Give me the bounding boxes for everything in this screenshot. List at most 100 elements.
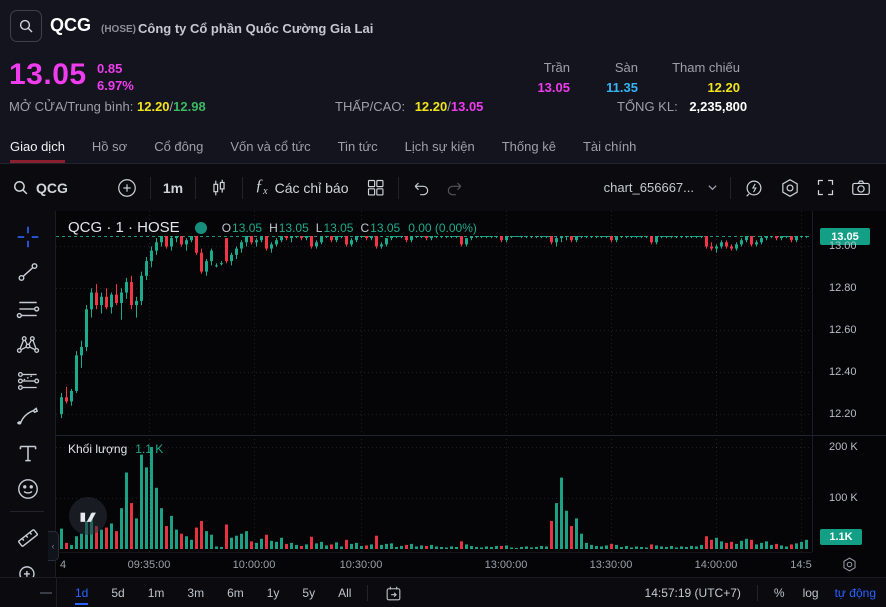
last-volume-badge: 1.1K — [820, 529, 862, 545]
time-axis-label: 14:5 — [790, 559, 812, 571]
fib-retracement-icon — [16, 301, 40, 319]
log-scale-toggle[interactable]: log — [802, 586, 819, 600]
ruler-icon — [18, 529, 38, 547]
last-price-badge: 13.05 — [820, 228, 870, 245]
fib-retracement-tool[interactable] — [14, 295, 42, 323]
open-average-label: MỞ CỬA/Trung bình: — [9, 99, 134, 114]
chart-canvas[interactable]: QCG · 1 · HOSE O13.05 H13.05 L13.05 C13.… — [56, 211, 812, 552]
tab-giao-dich[interactable]: Giao dịch — [10, 130, 65, 163]
brush-tool[interactable] — [14, 402, 42, 430]
layout-name: chart_656667... — [603, 180, 694, 195]
text-tool[interactable] — [14, 439, 42, 467]
stat-ceiling-label: Trần — [543, 60, 570, 75]
total-volume-value: 2,235,800 — [689, 99, 748, 114]
tab-tin-tuc[interactable]: Tin tức — [337, 139, 378, 154]
price-change: 0.85 6.97% — [97, 60, 134, 94]
price-axis-label: 12.40 — [829, 366, 857, 378]
quick-search-button[interactable] — [743, 177, 765, 199]
change-value: 0.85 — [97, 61, 123, 76]
auto-scale-toggle[interactable]: tự động — [834, 586, 876, 600]
toolbar-symbol-search[interactable]: QCG — [12, 179, 68, 196]
legend-title: QCG · 1 · HOSE — [68, 219, 180, 236]
text-icon — [19, 445, 37, 462]
fullscreen-button[interactable] — [815, 177, 836, 198]
calendar-arrow-icon — [387, 586, 401, 600]
undo-button[interactable] — [411, 178, 431, 198]
slash: / — [447, 99, 451, 114]
measure-tool[interactable] — [14, 524, 42, 552]
indicators-button[interactable]: ƒx Các chỉ báo — [255, 177, 348, 197]
camera-icon — [852, 180, 870, 195]
market-status-dot — [194, 221, 207, 234]
toolbar-separator — [730, 176, 731, 199]
range-1y[interactable]: 1y — [266, 586, 280, 600]
session-clock[interactable]: 14:57:19 (UTC+7) — [644, 586, 741, 600]
symbol-search-button[interactable] — [10, 10, 42, 42]
tab-co-dong[interactable]: Cổ đông — [154, 139, 204, 154]
range-5d[interactable]: 5d — [111, 586, 125, 600]
percent-scale-toggle[interactable]: % — [773, 586, 785, 600]
range-5y[interactable]: 5y — [302, 586, 316, 600]
projection-tool[interactable] — [14, 367, 42, 395]
chart-legend: QCG · 1 · HOSE O13.05 H13.05 L13.05 C13.… — [68, 219, 477, 236]
time-axis-label: 13:30:00 — [589, 559, 633, 571]
bottom-bar-separator — [367, 585, 369, 601]
legend-ohlc: O13.05 H13.05 L13.05 C13.05 0.00 (0.00%) — [222, 221, 477, 235]
range-3m[interactable]: 3m — [187, 586, 205, 600]
chart-settings-button[interactable] — [779, 177, 801, 199]
compare-add-button[interactable] — [116, 177, 138, 199]
crosshair-tool[interactable] — [14, 223, 42, 251]
emoji-tool[interactable] — [14, 475, 42, 503]
axis-settings-button[interactable] — [841, 556, 858, 578]
projection-icon — [17, 372, 40, 390]
total-volume-group: TỔNG KL: 2,235,800 — [617, 99, 747, 114]
sidebar-resize-hint[interactable] — [40, 592, 52, 594]
sidebar-collapse-handle[interactable]: ‹ — [48, 531, 59, 561]
total-volume-label: TỔNG KL: — [617, 99, 678, 114]
range-1d[interactable]: 1d — [75, 586, 89, 605]
tab-lich-su-kien[interactable]: Lịch sự kiện — [404, 139, 475, 154]
chart-style-button[interactable] — [208, 177, 230, 199]
tab-von-va-co-tuc[interactable]: Vốn và cổ tức — [230, 139, 311, 154]
drawing-toolbar — [0, 211, 56, 585]
trend-line-tool[interactable] — [14, 258, 42, 286]
toolbar-symbol-label: QCG — [36, 179, 68, 196]
candlestick-icon — [213, 179, 225, 195]
brush-icon — [16, 407, 39, 425]
toolbar-separator — [195, 176, 197, 199]
exchange-label: (HOSE) — [101, 24, 136, 35]
open-average-group: MỞ CỬA/Trung bình: 12.20/12.98 — [9, 99, 206, 114]
grid-layout-icon — [367, 179, 384, 196]
tradingview-logo[interactable] — [69, 497, 107, 535]
pane-divider[interactable] — [56, 435, 886, 436]
interval-button[interactable]: 1m — [162, 179, 184, 196]
ohlc-low: L13.05 — [315, 220, 354, 235]
time-axis[interactable]: 4 09:35:00 10:00:00 10:30:00 13:00:00 13:30:0… — [56, 552, 812, 578]
price-axis-label: 12.80 — [829, 282, 857, 294]
tab-ho-so[interactable]: Hồ sơ — [91, 139, 128, 154]
go-to-date-button[interactable] — [384, 584, 403, 603]
layout-grid-button[interactable] — [365, 177, 386, 198]
quote-header: QCG (HOSE) Công ty Cổ phần Quốc Cường Gi… — [0, 0, 886, 130]
time-axis-label: 14:00:00 — [694, 559, 738, 571]
tab-tai-chinh[interactable]: Tài chính — [582, 139, 637, 154]
snapshot-button[interactable] — [850, 177, 872, 199]
range-all[interactable]: All — [338, 586, 352, 600]
chart-region: ‹ QCG · 1 · HOSE O13.05 H13.05 L13.05 C1… — [0, 211, 886, 585]
tab-thong-ke[interactable]: Thống kê — [501, 139, 556, 154]
toolbar-separator — [242, 176, 244, 199]
xabcd-pattern-tool[interactable] — [14, 330, 42, 358]
stat-floor: Sàn 11.35 — [568, 58, 638, 98]
redo-button[interactable] — [445, 178, 465, 198]
trend-line-icon — [18, 263, 38, 281]
time-axis-label: 10:00:00 — [232, 559, 276, 571]
plus-circle-icon — [118, 178, 136, 197]
layout-name-dropdown[interactable]: chart_656667... — [604, 180, 718, 195]
stat-floor-value: 11.35 — [606, 80, 638, 95]
xabcd-pattern-icon — [16, 336, 40, 353]
range-1m[interactable]: 1m — [147, 586, 165, 600]
price-axis[interactable]: 13.05 1.1K 13.00 12.80 12.60 12.40 12.20 200 … — [812, 211, 886, 552]
time-axis-label: 10:30:00 — [339, 559, 383, 571]
range-6m[interactable]: 6m — [227, 586, 244, 600]
